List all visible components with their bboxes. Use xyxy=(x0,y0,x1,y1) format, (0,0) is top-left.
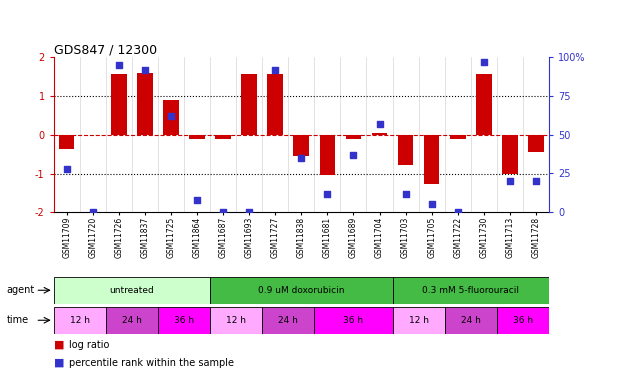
Bar xyxy=(528,135,544,152)
Point xyxy=(88,209,98,215)
Point xyxy=(531,178,541,184)
Point xyxy=(297,155,307,161)
Point xyxy=(479,59,489,65)
Bar xyxy=(424,135,439,184)
Text: 0.9 uM doxorubicin: 0.9 uM doxorubicin xyxy=(258,286,345,295)
Bar xyxy=(445,307,497,334)
Text: time: time xyxy=(6,315,28,325)
Point xyxy=(427,201,437,207)
Text: 24 h: 24 h xyxy=(122,316,142,325)
Bar xyxy=(346,135,362,140)
Text: 36 h: 36 h xyxy=(513,316,533,325)
Bar xyxy=(262,307,314,334)
Point xyxy=(348,152,358,158)
Point xyxy=(114,62,124,68)
Text: 12 h: 12 h xyxy=(409,316,428,325)
Point xyxy=(374,121,384,127)
Text: ■: ■ xyxy=(54,340,68,350)
Bar xyxy=(392,277,549,304)
Bar xyxy=(372,133,387,135)
Text: 24 h: 24 h xyxy=(461,316,481,325)
Point xyxy=(62,166,72,172)
Point xyxy=(270,67,280,73)
Bar xyxy=(268,74,283,135)
Text: 36 h: 36 h xyxy=(174,316,194,325)
Bar xyxy=(314,307,392,334)
Bar xyxy=(497,307,549,334)
Text: 0.3 mM 5-fluorouracil: 0.3 mM 5-fluorouracil xyxy=(422,286,519,295)
Text: percentile rank within the sample: percentile rank within the sample xyxy=(69,357,234,368)
Point xyxy=(218,209,228,215)
Bar xyxy=(450,135,466,140)
Bar xyxy=(210,277,392,304)
Bar xyxy=(476,74,492,135)
Text: ■: ■ xyxy=(54,357,68,368)
Bar xyxy=(189,135,205,140)
Bar xyxy=(392,307,445,334)
Point xyxy=(140,67,150,73)
Text: 12 h: 12 h xyxy=(226,316,246,325)
Bar xyxy=(106,307,158,334)
Text: GDS847 / 12300: GDS847 / 12300 xyxy=(54,43,156,56)
Point xyxy=(452,209,463,215)
Text: 12 h: 12 h xyxy=(69,316,90,325)
Bar xyxy=(319,135,335,176)
Point xyxy=(192,197,202,203)
Bar xyxy=(59,135,74,150)
Point xyxy=(166,113,176,119)
Bar xyxy=(293,135,309,156)
Bar xyxy=(163,100,179,135)
Text: 36 h: 36 h xyxy=(343,316,363,325)
Text: log ratio: log ratio xyxy=(69,340,110,350)
Bar xyxy=(502,135,517,174)
Point xyxy=(505,178,515,184)
Bar xyxy=(398,135,413,165)
Text: agent: agent xyxy=(6,285,35,295)
Bar xyxy=(210,307,262,334)
Bar xyxy=(215,135,231,140)
Point xyxy=(244,209,254,215)
Text: 24 h: 24 h xyxy=(278,316,298,325)
Bar xyxy=(137,73,153,135)
Bar xyxy=(111,74,127,135)
Text: untreated: untreated xyxy=(109,286,154,295)
Bar xyxy=(158,307,210,334)
Point xyxy=(322,190,333,196)
Point xyxy=(401,190,411,196)
Bar xyxy=(241,74,257,135)
Bar xyxy=(54,307,106,334)
Bar xyxy=(54,277,210,304)
